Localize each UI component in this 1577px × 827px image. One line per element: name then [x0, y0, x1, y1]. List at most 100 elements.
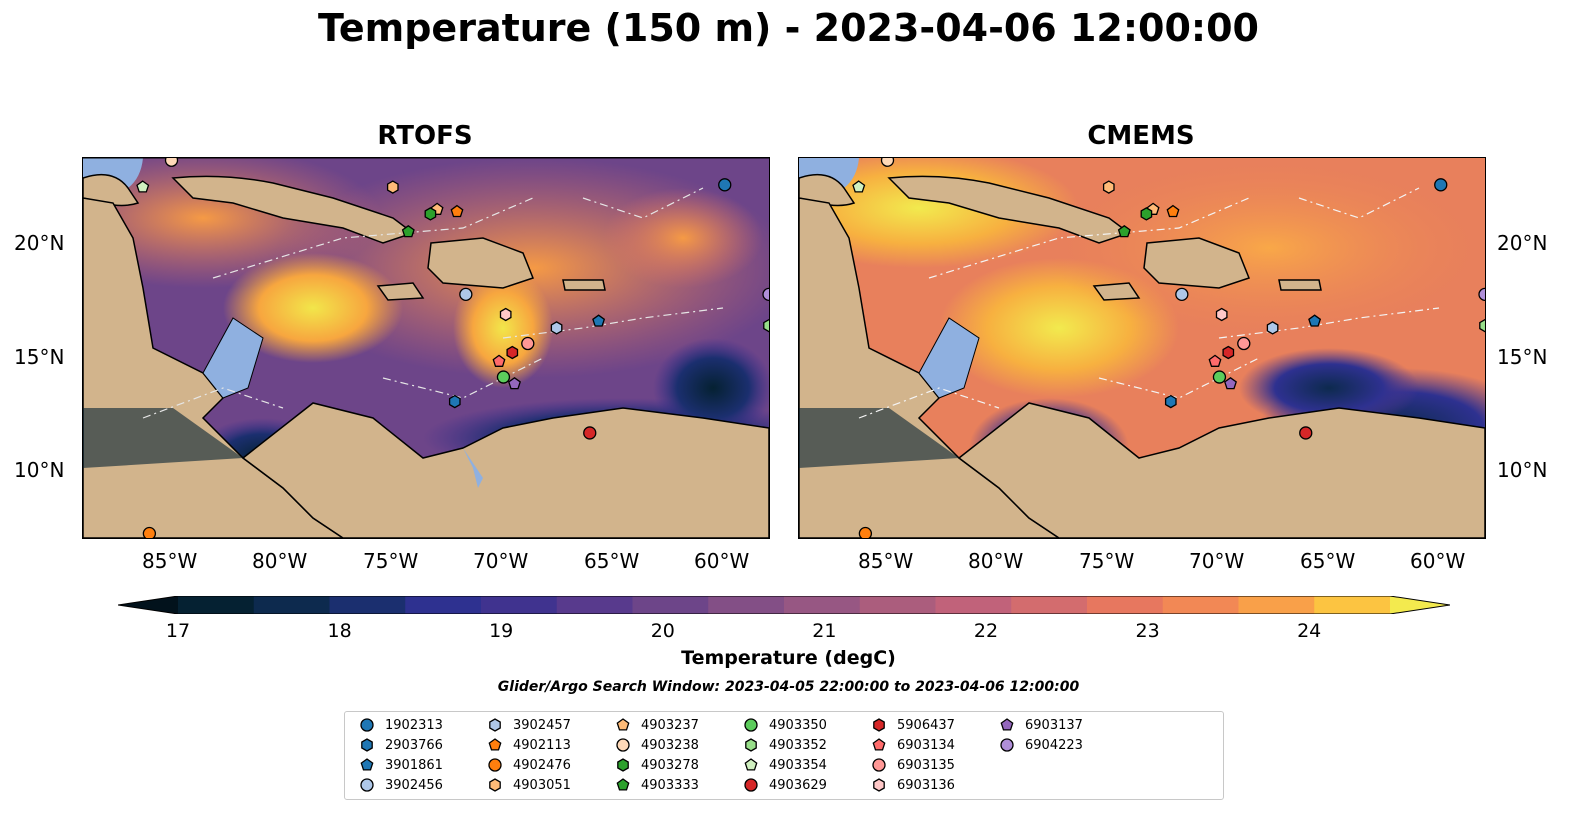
colorbar-segment — [784, 596, 861, 614]
hexagon-marker-icon — [873, 778, 885, 792]
colorbar-segment — [481, 596, 558, 614]
float-marker-3901861 — [1308, 314, 1322, 327]
pentagon-marker-icon — [872, 738, 886, 751]
legend-item: 4903354 — [743, 757, 827, 773]
legend-item: 4903352 — [743, 737, 827, 753]
float-marker-4903278 — [424, 207, 437, 221]
float-marker-6903137 — [1224, 376, 1237, 390]
legend-label: 4903350 — [769, 717, 827, 733]
legend-item: 4903333 — [615, 777, 699, 793]
lat-tick-15n-right: 15°N — [1497, 345, 1548, 369]
legend-label: 4903333 — [641, 777, 699, 793]
circle-marker-icon — [360, 718, 374, 732]
float-marker-4903238 — [880, 158, 895, 167]
lon-tick-75w-left: 75°W — [363, 549, 419, 573]
colorbar-segment — [1087, 596, 1164, 614]
legend-item: 3902456 — [359, 777, 443, 793]
colorbar-tick-label: 22 — [973, 620, 999, 642]
float-marker-4903333 — [401, 224, 415, 238]
circle-marker-icon — [488, 758, 502, 772]
float-marker-4902113 — [450, 204, 464, 218]
colorbar-segment — [178, 596, 255, 614]
lat-tick-10n-left: 10°N — [14, 458, 65, 482]
lon-tick-70w-right: 70°W — [1189, 549, 1245, 573]
circle-marker-icon — [744, 718, 758, 732]
legend-label: 3902457 — [513, 717, 571, 733]
hexagon-marker-icon — [873, 718, 885, 732]
pentagon-marker-icon — [488, 738, 502, 751]
colorbar-segment — [1011, 596, 1088, 614]
float-marker-6903137 — [508, 376, 521, 390]
legend-item: 5906437 — [871, 717, 955, 733]
pentagon-marker-icon — [616, 718, 630, 731]
legend-label: 2903766 — [385, 737, 443, 753]
float-marker-4903350 — [496, 370, 511, 384]
circle-marker-icon — [744, 778, 758, 792]
colorbar-label: Temperature (degC) — [681, 647, 896, 669]
float-marker-4903629 — [583, 426, 597, 440]
float-marker-4902113 — [1166, 204, 1180, 218]
colorbar-segment — [556, 596, 633, 614]
float-marker-4903350 — [1212, 370, 1227, 384]
colorbar-tick-label: 19 — [489, 620, 514, 642]
hexagon-marker-icon — [489, 718, 501, 732]
lon-tick-65w-right: 65°W — [1300, 549, 1356, 573]
float-marker-5906437 — [506, 345, 519, 360]
legend-label: 4902476 — [513, 757, 571, 773]
float-marker-4903333 — [1117, 224, 1131, 238]
lon-tick-85w-left: 85°W — [142, 549, 198, 573]
legend-label: 5906437 — [897, 717, 955, 733]
colorbar-segment — [253, 596, 330, 614]
pentagon-marker-icon — [744, 758, 758, 771]
map-rtofs — [82, 157, 770, 539]
legend-item: 1902313 — [359, 717, 443, 733]
legend-label: 4903278 — [641, 757, 699, 773]
panel-title-cmems: CMEMS — [1087, 121, 1195, 151]
colorbar-tick-label: 23 — [1135, 620, 1160, 642]
float-marker-2903766 — [448, 394, 461, 409]
colorbar-segment — [1162, 596, 1239, 614]
lat-tick-15n-left: 15°N — [14, 345, 65, 369]
float-marker-4903278 — [1140, 207, 1153, 221]
legend-label: 4903354 — [769, 757, 827, 773]
legend-item: 6903137 — [999, 717, 1083, 733]
legend-item: 3902457 — [487, 717, 571, 733]
search-window-text: Glider/Argo Search Window: 2023-04-05 22… — [497, 679, 1080, 695]
float-marker-6903136 — [1215, 307, 1228, 322]
float-marker-1902313 — [718, 178, 732, 192]
legend-label: 4903629 — [769, 777, 827, 793]
float-marker-3902457 — [1266, 321, 1279, 335]
float-marker-4902476 — [142, 526, 157, 538]
float-marker-4902476 — [858, 526, 873, 538]
legend-label: 3902456 — [385, 777, 443, 793]
float-marker-3902457 — [550, 321, 563, 335]
circle-marker-icon — [360, 778, 374, 792]
float-marker-6904223 — [1478, 287, 1485, 302]
legend-item: 4903350 — [743, 717, 827, 733]
legend-label: 6904223 — [1025, 737, 1083, 753]
legend-item: 4903238 — [615, 737, 699, 753]
float-marker-5906437 — [1222, 345, 1235, 360]
map-cmems — [798, 157, 1486, 539]
float-marker-4903354 — [852, 180, 866, 193]
lon-tick-80w-left: 80°W — [252, 549, 308, 573]
legend-item: 6903134 — [871, 737, 955, 753]
colorbar-tick-label: 17 — [165, 620, 191, 642]
colorbar-tick-label: 24 — [1297, 620, 1322, 642]
legend-item: 4902476 — [487, 757, 571, 773]
colorbar-tick-label: 21 — [812, 620, 837, 642]
colorbar-extend-max — [1390, 596, 1450, 614]
float-marker-4903051 — [1102, 180, 1115, 194]
float-marker-6904223 — [762, 287, 769, 302]
legend-item: 4903237 — [615, 717, 699, 733]
panel-title-rtofs: RTOFS — [377, 121, 473, 151]
float-marker-6903134 — [1208, 354, 1222, 367]
float-marker-2903766 — [1164, 394, 1177, 409]
legend-label: 4902113 — [513, 737, 571, 753]
lat-tick-20n-right: 20°N — [1497, 231, 1548, 255]
colorbar-segment — [935, 596, 1012, 614]
float-marker-3902456 — [459, 287, 473, 302]
circle-marker-icon — [872, 758, 886, 772]
hexagon-marker-icon — [745, 738, 757, 752]
lon-tick-70w-left: 70°W — [473, 549, 529, 573]
